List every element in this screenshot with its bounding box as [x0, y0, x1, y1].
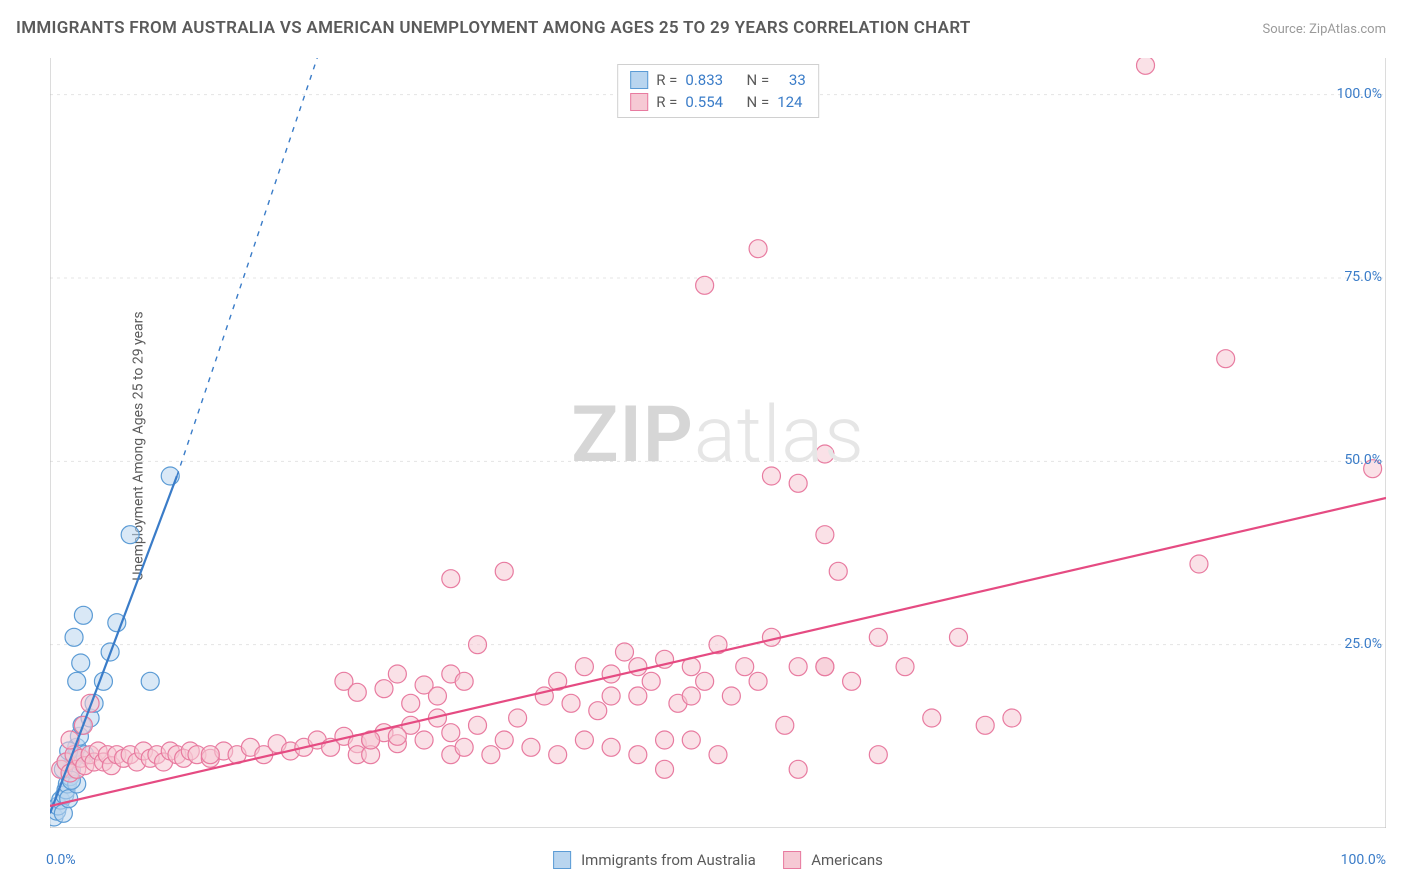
- n-val-pink: 124: [777, 91, 802, 113]
- y-tick-50: 50.0%: [1344, 452, 1382, 468]
- source-prefix: Source:: [1262, 22, 1309, 37]
- plot-area: ZIPatlas R = 0.833 N = 33 R = 0.554 N = …: [50, 58, 1386, 828]
- n-val-blue: 33: [789, 69, 806, 91]
- x-tick-100: 100.0%: [1341, 852, 1386, 868]
- r-val-blue: 0.833: [685, 69, 723, 91]
- y-tick-75: 75.0%: [1344, 269, 1382, 285]
- r-label-2: R =: [656, 91, 677, 113]
- swatch-pink-icon: [630, 93, 648, 111]
- n-label-2: N =: [747, 91, 770, 113]
- r-val-pink: 0.554: [685, 91, 723, 113]
- n-label: N =: [747, 69, 770, 91]
- legend-top-row-pink: R = 0.554 N = 124: [630, 91, 806, 113]
- legend-bottom-center: Immigrants from Australia Americans: [553, 851, 883, 869]
- r-label: R =: [656, 69, 677, 91]
- chart-title: IMMIGRANTS FROM AUSTRALIA VS AMERICAN UN…: [16, 18, 971, 38]
- legend-top: R = 0.833 N = 33 R = 0.554 N = 124: [617, 64, 819, 118]
- scatter-svg: [50, 58, 1386, 828]
- source-credit: Source: ZipAtlas.com: [1262, 22, 1386, 37]
- chart-container: IMMIGRANTS FROM AUSTRALIA VS AMERICAN UN…: [0, 0, 1406, 892]
- legend-top-row-blue: R = 0.833 N = 33: [630, 69, 806, 91]
- swatch-blue-icon: [630, 71, 648, 89]
- x-tick-0: 0.0%: [46, 852, 76, 868]
- source-link[interactable]: ZipAtlas.com: [1309, 22, 1386, 37]
- swatch-blue-bottom-icon: [553, 851, 571, 869]
- legend-item-blue: Immigrants from Australia: [581, 851, 756, 869]
- swatch-pink-bottom-icon: [783, 851, 801, 869]
- y-tick-25: 25.0%: [1344, 636, 1382, 652]
- y-tick-100: 100.0%: [1337, 86, 1382, 102]
- legend-item-pink: Americans: [811, 851, 883, 869]
